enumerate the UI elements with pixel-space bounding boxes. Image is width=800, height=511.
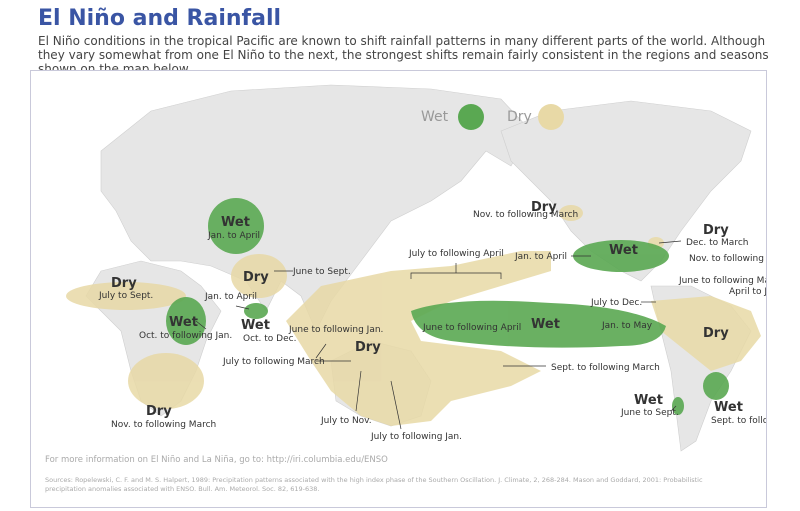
wet-regions xyxy=(166,198,729,415)
dry-region-indonesia-australia xyxy=(286,251,551,426)
dry-safrica-season: Nov. to following March xyxy=(111,420,216,430)
leader-lines xyxy=(195,240,682,430)
dry-indo-season2: July to following March xyxy=(222,357,325,367)
leader-line-chile xyxy=(670,405,677,412)
wet-region-india xyxy=(208,198,264,254)
leader-line-aus-july-jan xyxy=(390,380,402,430)
leader-line-indonesia xyxy=(315,343,327,359)
wet-us-season: Jan. to April xyxy=(514,252,567,262)
dry-india-label: Dry xyxy=(243,270,269,285)
dry-canada-label: Dry xyxy=(531,200,557,215)
wet-region-us-gulf-coast xyxy=(573,240,669,272)
sources-note: Sources: Ropelewski, C. F. and M. S. Hal… xyxy=(45,476,703,493)
pacific-season: July to following April xyxy=(408,249,504,259)
wet-chile-label: Wet xyxy=(634,393,663,408)
dry-aus-season1: July to Nov. xyxy=(320,416,372,426)
wet-region-sri-lanka xyxy=(244,303,268,319)
more-info-link[interactable]: For more information on El Niño and La N… xyxy=(45,455,388,465)
leader-line-aus-july-nov xyxy=(355,370,362,412)
wet-india-label: Wet xyxy=(221,215,250,230)
dry-region-india xyxy=(231,254,287,298)
wet-region-central-pacific xyxy=(411,300,666,348)
dry-canada-season: Nov. to following March xyxy=(473,210,578,220)
map-frame: Wet Dry Wet Jan. to April Dry June to Se… xyxy=(30,70,767,508)
dry-region-brazil xyxy=(651,296,761,371)
july-dec-season: July to Dec. xyxy=(590,298,642,308)
dry-sahel-season: July to Sept. xyxy=(98,291,153,301)
wet-region-east-africa xyxy=(166,297,206,345)
wet-pacific-season: June to following April xyxy=(422,323,521,333)
wet-region-chile xyxy=(672,397,684,415)
dry-ohio-label: Dry xyxy=(703,223,729,238)
dry-region-canada xyxy=(559,205,583,221)
leader-line-ohio xyxy=(658,240,682,244)
dry-brazil-label: Dry xyxy=(703,326,729,341)
dry-indo-label: Dry xyxy=(355,340,381,355)
dry-indo-season1: June to following Jan. xyxy=(288,325,383,335)
wet-pacific-label: Wet xyxy=(531,317,560,332)
wet-us-label: Wet xyxy=(609,243,638,258)
wet-india-season: Jan. to April xyxy=(207,231,260,241)
leader-line-pacific-bracket xyxy=(410,263,502,279)
wet-region-argentina xyxy=(703,372,729,400)
srilanka-season: Jan. to April xyxy=(204,292,257,302)
wet-arg-season: Sept. to following Jan. xyxy=(711,416,766,426)
dry-ohio-season: Dec. to March xyxy=(686,238,748,248)
dry-india-season: June to Sept. xyxy=(292,267,351,277)
wet-pacific-season2: Jan. to May xyxy=(601,321,653,331)
wet-arg-label: Wet xyxy=(714,400,743,415)
nov-season: Nov. to following April xyxy=(689,254,766,264)
wet-eafrica-season: Oct. to following Jan. xyxy=(139,331,232,341)
dry-sahel-label: Dry xyxy=(111,276,137,291)
dry-region-sahel xyxy=(66,282,186,310)
wet-chile-season: June to Sept. xyxy=(620,408,679,418)
april-season: April to June xyxy=(729,287,766,297)
dry-region-southern-africa xyxy=(128,353,204,409)
dry-aus-season2: July to following Jan. xyxy=(370,432,462,442)
wet-srilanka-season: Oct. to Dec. xyxy=(243,334,296,344)
legend-dry-swatch xyxy=(538,104,564,130)
legend-dry-label: Dry xyxy=(507,109,532,125)
legend-wet-swatch xyxy=(458,104,484,130)
leader-line-east-africa xyxy=(195,320,207,330)
june-season: June to following March xyxy=(678,276,766,286)
wet-eafrica-label: Wet xyxy=(169,315,198,330)
pacific-se-season: Sept. to following March xyxy=(551,363,660,373)
legend-wet-label: Wet xyxy=(421,109,449,125)
world-map: Wet Dry Wet Jan. to April Dry June to Se… xyxy=(66,84,766,452)
page-title: El Niño and Rainfall xyxy=(38,6,282,31)
dry-regions xyxy=(66,205,761,426)
leader-line-sri-lanka xyxy=(235,305,250,310)
dry-safrica-label: Dry xyxy=(146,404,172,419)
wet-srilanka-label: Wet xyxy=(241,318,270,333)
